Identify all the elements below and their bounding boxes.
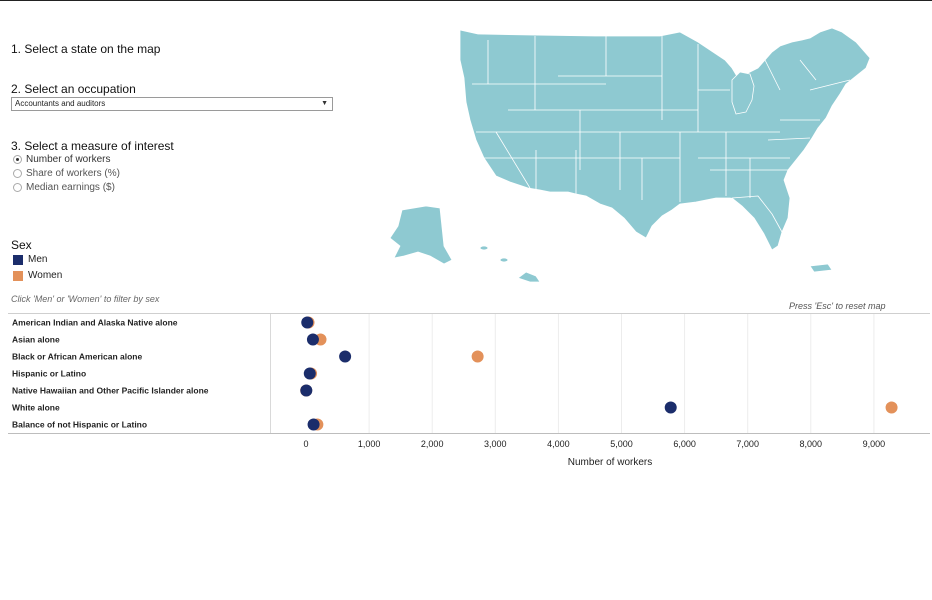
dot-men-3[interactable] — [303, 367, 316, 380]
race-dot-plot: American Indian and Alaska Native alone … — [8, 313, 930, 468]
map-hawaii-islands[interactable] — [479, 245, 489, 251]
x-tick-label: 8,000 — [800, 439, 823, 449]
x-tick-label: 0 — [303, 439, 308, 449]
dot-men-6[interactable] — [307, 418, 320, 431]
top-border — [0, 0, 932, 1]
category-label: Black or African American alone — [12, 352, 142, 362]
x-tick-label: 3,000 — [484, 439, 507, 449]
dot-men-0[interactable] — [301, 316, 314, 329]
radio-label: Number of workers — [26, 154, 111, 165]
radio-unselected-icon — [13, 169, 22, 178]
radio-selected-icon — [13, 155, 22, 164]
radio-label: Median earnings ($) — [26, 182, 115, 193]
legend-label-women: Women — [28, 270, 63, 281]
dot-men-2[interactable] — [339, 350, 352, 363]
legend-label-men: Men — [28, 254, 48, 265]
category-label: Balance of not Hispanic or Latino — [12, 420, 147, 430]
x-axis-title: Number of workers — [568, 457, 652, 468]
radio-unselected-icon — [13, 183, 22, 192]
category-label: American Indian and Alaska Native alone — [12, 318, 178, 328]
map-michigan[interactable] — [731, 71, 755, 115]
x-tick-label: 5,000 — [610, 439, 633, 449]
step1-title: 1. Select a state on the map — [11, 42, 161, 56]
step2-title: 2. Select an occupation — [11, 82, 136, 96]
us-state-map[interactable] — [380, 20, 890, 282]
legend-swatch-men — [13, 255, 23, 265]
category-label: White alone — [12, 403, 60, 413]
map-contiguous-us[interactable] — [459, 27, 871, 249]
legend-swatch-women — [13, 271, 23, 281]
dot-men-4[interactable] — [300, 384, 313, 397]
dot-men-1[interactable] — [306, 333, 319, 346]
map-hawaii-islands[interactable] — [499, 257, 509, 263]
map-florida[interactable] — [731, 195, 783, 251]
map-hawaii[interactable] — [517, 271, 541, 282]
category-label: Native Hawaiian and Other Pacific Island… — [12, 386, 209, 396]
legend-title: Sex — [11, 238, 32, 252]
x-tick-label: 9,000 — [863, 439, 886, 449]
map-puerto-rico[interactable] — [809, 263, 833, 273]
category-label: Hispanic or Latino — [12, 369, 86, 379]
reset-map-hint: Press 'Esc' to reset map — [789, 301, 886, 311]
radio-label: Share of workers (%) — [26, 168, 120, 179]
map-alaska[interactable] — [389, 205, 453, 265]
dot-men-5[interactable] — [664, 401, 677, 414]
legend-hint: Click 'Men' or 'Women' to filter by sex — [11, 294, 160, 304]
x-tick-label: 7,000 — [736, 439, 759, 449]
chevron-down-icon: ▼ — [321, 100, 328, 107]
category-label: Asian alone — [12, 335, 60, 345]
dot-women-2[interactable] — [471, 350, 484, 363]
occupation-select[interactable]: Accountants and auditors ▼ — [11, 97, 333, 111]
dot-women-5[interactable] — [885, 401, 898, 414]
step3-title: 3. Select a measure of interest — [11, 139, 174, 153]
occupation-select-value: Accountants and auditors — [15, 99, 106, 108]
x-tick-label: 2,000 — [421, 439, 444, 449]
x-tick-label: 6,000 — [673, 439, 696, 449]
x-tick-label: 4,000 — [547, 439, 570, 449]
x-tick-label: 1,000 — [358, 439, 381, 449]
